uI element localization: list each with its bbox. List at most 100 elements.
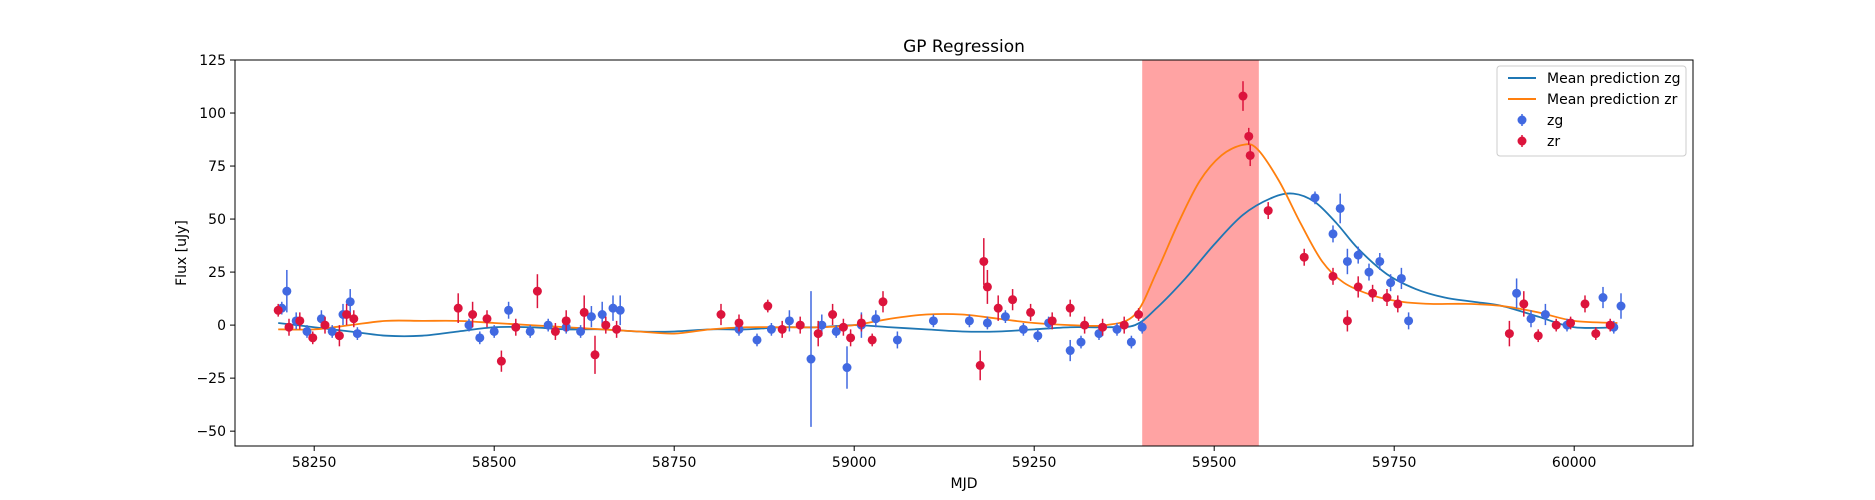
point-zg bbox=[1065, 346, 1075, 356]
point-zr bbox=[979, 256, 989, 266]
point-zg bbox=[1375, 256, 1385, 266]
y-tick-label: −50 bbox=[196, 424, 226, 440]
x-tick-label: 59750 bbox=[1372, 455, 1417, 471]
legend: Mean prediction zg Mean prediction zr zg… bbox=[1496, 65, 1687, 157]
point-zg bbox=[1335, 203, 1345, 213]
point-zg bbox=[1598, 293, 1608, 303]
y-tick-label: 50 bbox=[208, 212, 226, 228]
point-zg bbox=[1126, 337, 1136, 347]
point-zr bbox=[1566, 318, 1576, 328]
point-zr bbox=[1299, 252, 1309, 262]
point-zr bbox=[579, 307, 589, 317]
point-zr bbox=[612, 324, 622, 334]
point-zg bbox=[964, 316, 974, 326]
point-zr bbox=[867, 335, 877, 345]
point-zr bbox=[453, 303, 463, 313]
point-zr bbox=[1605, 320, 1615, 330]
point-zg bbox=[1526, 314, 1536, 324]
point-zr bbox=[1353, 282, 1363, 292]
point-zg bbox=[1386, 278, 1396, 288]
point-zr bbox=[1551, 320, 1561, 330]
point-zg bbox=[1616, 301, 1626, 311]
point-zr bbox=[734, 318, 744, 328]
point-zr bbox=[878, 297, 888, 307]
legend-swatch-zr-marker bbox=[1517, 136, 1527, 146]
point-zg bbox=[784, 316, 794, 326]
point-zr bbox=[1065, 303, 1075, 313]
point-zr bbox=[1047, 316, 1057, 326]
point-zg bbox=[1342, 256, 1352, 266]
point-zg bbox=[464, 320, 474, 330]
point-zg bbox=[1328, 229, 1338, 239]
point-zg bbox=[1353, 250, 1363, 260]
x-tick-label: 58750 bbox=[652, 455, 697, 471]
x-axis-label: MJD bbox=[951, 476, 978, 492]
y-axis-label: Flux [uJy] bbox=[174, 220, 190, 286]
point-zr bbox=[813, 329, 823, 339]
highlight-span bbox=[1142, 60, 1259, 446]
point-zg bbox=[1404, 316, 1414, 326]
point-zr bbox=[777, 324, 787, 334]
point-zr bbox=[1098, 322, 1108, 332]
y-axis-ticks: −50 −25 0 25 50 75 100 125 bbox=[196, 53, 235, 440]
point-zr bbox=[846, 333, 856, 343]
point-zg bbox=[1076, 337, 1086, 347]
point-zg bbox=[842, 363, 852, 373]
point-zr bbox=[295, 316, 305, 326]
point-zg bbox=[1000, 312, 1010, 322]
legend-box bbox=[1496, 65, 1687, 157]
point-zr bbox=[1591, 329, 1601, 339]
point-zr bbox=[590, 350, 600, 360]
point-zr bbox=[975, 360, 985, 370]
legend-swatch-zg-marker bbox=[1517, 115, 1527, 125]
point-zr bbox=[838, 322, 848, 332]
plot-area-frame bbox=[234, 59, 1694, 447]
point-zr bbox=[1245, 150, 1255, 160]
point-zr bbox=[496, 356, 506, 366]
point-zg bbox=[1310, 193, 1320, 203]
point-zr bbox=[1328, 271, 1338, 281]
point-zr bbox=[468, 310, 478, 320]
point-zg bbox=[576, 326, 586, 336]
point-zg bbox=[352, 329, 362, 339]
point-zg bbox=[302, 326, 312, 336]
chart-title: GP Regression bbox=[903, 37, 1025, 57]
point-zg bbox=[543, 320, 553, 330]
highlight-span-layer bbox=[1142, 60, 1259, 446]
x-tick-label: 59500 bbox=[1192, 455, 1237, 471]
legend-label-zr-line: Mean prediction zr bbox=[1547, 92, 1678, 108]
point-zg bbox=[1540, 310, 1550, 320]
point-zg bbox=[597, 310, 607, 320]
observation-points bbox=[273, 81, 1626, 427]
point-zr bbox=[1119, 320, 1129, 330]
point-zr bbox=[273, 305, 283, 315]
point-zg bbox=[928, 316, 938, 326]
point-zr bbox=[1080, 320, 1090, 330]
point-zg bbox=[1033, 331, 1043, 341]
x-tick-label: 59250 bbox=[1012, 455, 1057, 471]
point-zg bbox=[1364, 267, 1374, 277]
point-zg bbox=[608, 303, 618, 313]
point-zr bbox=[993, 303, 1003, 313]
legend-label-zg-line: Mean prediction zg bbox=[1547, 71, 1681, 87]
point-zg bbox=[504, 305, 514, 315]
point-zr bbox=[763, 301, 773, 311]
x-tick-label: 58250 bbox=[292, 455, 337, 471]
point-zg bbox=[1137, 322, 1147, 332]
point-zr bbox=[716, 310, 726, 320]
y-tick-label: 25 bbox=[208, 265, 226, 281]
series-zr-points bbox=[273, 81, 1615, 381]
point-zr bbox=[550, 326, 560, 336]
point-zr bbox=[284, 322, 294, 332]
point-zg bbox=[475, 333, 485, 343]
point-zr bbox=[856, 318, 866, 328]
x-tick-label: 58500 bbox=[472, 455, 517, 471]
point-zr bbox=[1533, 331, 1543, 341]
y-tick-label: 0 bbox=[217, 318, 226, 334]
point-zg bbox=[327, 326, 337, 336]
point-zr bbox=[1393, 299, 1403, 309]
x-tick-label: 60000 bbox=[1552, 455, 1597, 471]
y-tick-label: 100 bbox=[199, 106, 226, 122]
point-zr bbox=[320, 320, 330, 330]
